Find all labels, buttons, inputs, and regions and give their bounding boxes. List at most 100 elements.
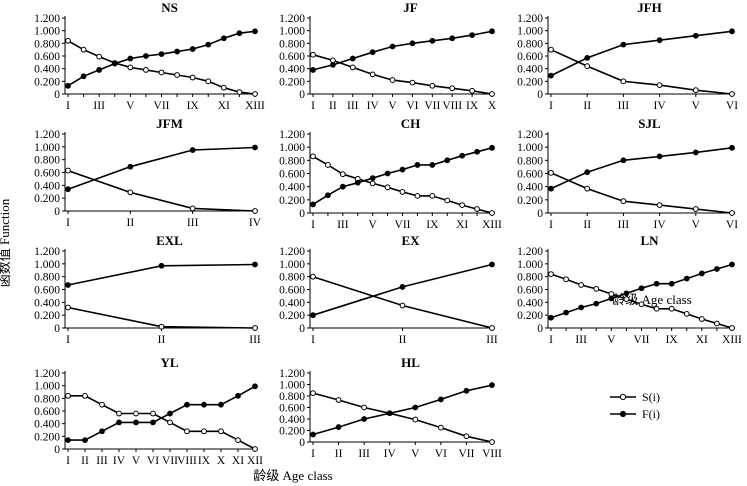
f-point [593, 300, 600, 307]
f-point [429, 37, 436, 44]
y-tick-label: 0.600 [34, 406, 60, 418]
f-point [111, 60, 118, 67]
y-tick-label: 1.000 [34, 26, 60, 38]
x-tick-label: III [575, 334, 587, 346]
x-tick-label: I [549, 219, 553, 231]
s-point [361, 404, 368, 411]
s-point [463, 433, 470, 440]
y-tick-label: 0.800 [34, 155, 60, 167]
x-tick-label: III [618, 100, 630, 112]
x-tick-label: IV [384, 448, 397, 460]
y-tick-label: 0.200 [279, 76, 305, 88]
y-tick-label: 0.400 [34, 419, 60, 431]
s-point [65, 392, 71, 399]
f-point [235, 392, 241, 399]
y-tick-label: 1.200 [517, 246, 543, 258]
s-point [65, 167, 71, 174]
s-point [158, 323, 165, 330]
f-point [548, 314, 554, 321]
legend-item-s: S(i) [610, 390, 660, 404]
y-tick-label: 0 [537, 323, 543, 335]
s-point [620, 78, 627, 85]
s-point [656, 202, 663, 209]
y-tick-label: 1.200 [517, 129, 543, 141]
s-point [310, 51, 316, 58]
f-point [578, 304, 585, 311]
x-tick-label: VII [424, 100, 440, 112]
f-point [399, 166, 406, 173]
y-tick-label: 0 [54, 323, 60, 335]
f-point [158, 262, 165, 269]
s-point [414, 192, 421, 199]
x-tick-label: X [217, 455, 226, 467]
legend-label-s: S(i) [642, 390, 660, 404]
x-tick-label: XI [218, 100, 230, 112]
s-point [133, 410, 139, 417]
y-tick-label: 0.400 [517, 64, 543, 76]
s-point [349, 64, 356, 71]
f-point [354, 179, 361, 186]
f-point [189, 147, 196, 153]
s-point [593, 285, 600, 292]
y-tick-label: 0 [299, 208, 305, 220]
f-point [220, 35, 227, 42]
f-point [459, 152, 466, 159]
y-tick-label: 0.200 [34, 76, 60, 88]
f-point [692, 32, 699, 39]
f-point [127, 55, 134, 62]
y-tick-label: 1.000 [517, 142, 543, 154]
x-tick-label: II [399, 334, 407, 346]
x-tick-label: XI [696, 334, 708, 346]
f-point [65, 282, 71, 288]
x-tick-label: XII [247, 455, 263, 467]
x-tick-label: IX [187, 100, 200, 112]
y-tick-label: 0.800 [34, 272, 60, 284]
x-tick-label: I [311, 448, 315, 460]
x-tick-label: V [692, 100, 701, 112]
s-point [489, 210, 495, 216]
f-point [386, 410, 393, 417]
x-tick-label: IV [367, 100, 380, 112]
s-point [409, 79, 416, 86]
y-tick-label: 0.200 [517, 195, 543, 207]
x-tick-label: V [369, 219, 378, 231]
s-point [65, 304, 71, 311]
s-point [369, 180, 376, 187]
f-point [692, 149, 699, 156]
s-point [335, 397, 342, 403]
y-tick-label: 1.200 [279, 368, 305, 380]
s-point [459, 202, 466, 209]
s-series-line [550, 48, 733, 95]
x-tick-label: VI [406, 100, 418, 112]
x-tick-label: IV [654, 100, 667, 112]
legend-label-f: F(i) [642, 407, 660, 421]
y-tick-label: 1.000 [279, 142, 305, 154]
f-point [252, 261, 258, 268]
y-tick-label: 0.800 [34, 38, 60, 50]
y-tick-label: 0.400 [34, 297, 60, 309]
s-point [389, 77, 396, 83]
s-point [252, 208, 258, 214]
y-tick-label: 1.000 [517, 259, 543, 271]
f-point [463, 387, 470, 394]
f-point [369, 175, 376, 182]
y-tick-label: 0.800 [279, 155, 305, 167]
f-point [489, 28, 495, 35]
x-tick-label: XIII [245, 100, 265, 112]
y-axis-label: 函数值 Function [0, 198, 12, 287]
y-tick-label: 1.200 [279, 13, 305, 25]
y-tick-label: 0.600 [34, 168, 60, 180]
f-point [82, 437, 88, 444]
s-point [82, 392, 88, 399]
x-axis-label: 龄级 Age class [253, 468, 332, 483]
x-tick-label: VIII [482, 448, 502, 460]
s-point [218, 428, 224, 435]
f-point [310, 312, 316, 319]
legend: S(i) F(i) [610, 390, 660, 421]
s-series-line [67, 40, 256, 95]
s-point [150, 410, 156, 417]
s-point [174, 72, 180, 78]
x-tick-label: IV [249, 217, 262, 229]
